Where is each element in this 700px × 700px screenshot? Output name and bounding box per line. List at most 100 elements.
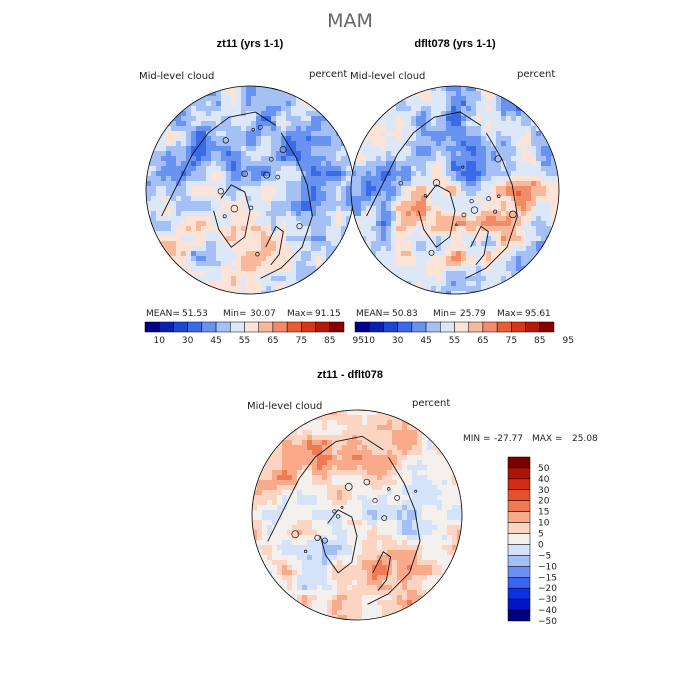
- map-cell: [456, 201, 462, 207]
- map-cell: [437, 545, 443, 551]
- map-cell: [236, 146, 242, 152]
- map-cell: [471, 246, 477, 252]
- map-cell: [206, 141, 212, 147]
- map-cell: [341, 216, 347, 222]
- map-cell: [466, 246, 472, 252]
- map-cell: [376, 181, 382, 187]
- map-cell: [401, 216, 407, 222]
- map-cell: [317, 565, 323, 571]
- map-cell: [361, 141, 367, 147]
- map-cell: [342, 560, 348, 566]
- map-cell: [387, 495, 393, 501]
- map-cell: [446, 191, 452, 197]
- map-cell: [241, 186, 247, 192]
- map-cell: [476, 226, 482, 232]
- map-cell: [266, 256, 272, 262]
- map-cell: [491, 126, 497, 132]
- map-cell: [476, 216, 482, 222]
- map-cell: [366, 241, 372, 247]
- map-cell: [261, 291, 267, 294]
- map-cell: [306, 116, 312, 122]
- map-cell: [546, 181, 552, 187]
- map-cell: [446, 236, 452, 242]
- map-cell: [412, 605, 418, 611]
- map-cell: [337, 410, 343, 416]
- map-cell: [456, 126, 462, 132]
- map-cell: [446, 86, 452, 92]
- map-cell: [417, 580, 423, 586]
- map-cell: [451, 96, 457, 102]
- map-cell: [416, 256, 422, 262]
- map-cell: [297, 445, 303, 451]
- map-cell: [206, 266, 212, 272]
- map-cell: [367, 430, 373, 436]
- map-cell: [411, 211, 417, 217]
- map-cell: [241, 281, 247, 287]
- map-cell: [297, 485, 303, 491]
- map-cell: [382, 520, 388, 526]
- map-cell: [417, 550, 423, 556]
- map-cell: [291, 211, 297, 217]
- max-value: 91.15: [315, 309, 341, 319]
- map-cell: [347, 590, 353, 596]
- map-cell: [347, 530, 353, 536]
- map-cell: [327, 575, 333, 581]
- map-cell: [296, 141, 302, 147]
- map-cell: [236, 101, 242, 107]
- map-cell: [451, 246, 457, 252]
- map-cell: [307, 565, 313, 571]
- map-cell: [226, 151, 232, 157]
- map-cell: [362, 565, 368, 571]
- map-cell: [491, 131, 497, 137]
- map-cell: [352, 550, 358, 556]
- map-cell: [456, 196, 462, 202]
- map-cell: [382, 585, 388, 591]
- map-cell: [347, 495, 353, 501]
- map-cell: [256, 136, 262, 142]
- map-cell: [451, 146, 457, 152]
- map-cell: [402, 495, 408, 501]
- colorbar-swatch: [507, 500, 531, 512]
- map-cell: [277, 520, 283, 526]
- map-cell: [181, 126, 187, 132]
- map-cell: [412, 455, 418, 461]
- map-cell: [361, 196, 367, 202]
- map-cell: [196, 241, 202, 247]
- map-cell: [447, 525, 453, 531]
- map-cell: [216, 166, 222, 172]
- map-cell: [246, 131, 252, 137]
- map-cell: [241, 91, 247, 97]
- map-cell: [362, 540, 368, 546]
- map-cell: [337, 570, 343, 576]
- map-cell: [272, 565, 278, 571]
- map-cell: [312, 445, 318, 451]
- map-cell: [401, 261, 407, 267]
- map-cell: [231, 176, 237, 182]
- map-cell: [347, 560, 353, 566]
- map-cell: [452, 465, 458, 471]
- map-cell: [191, 131, 197, 137]
- map-cell: [347, 555, 353, 561]
- map-cell: [206, 151, 212, 157]
- map-cell: [156, 131, 162, 137]
- map-cell: [317, 580, 323, 586]
- map-cell: [281, 206, 287, 212]
- map-cell: [362, 605, 368, 611]
- map-cell: [292, 580, 298, 586]
- map-cell: [407, 580, 413, 586]
- map-cell: [246, 271, 252, 277]
- map-cell: [402, 535, 408, 541]
- map-cell: [461, 216, 467, 222]
- map-cell: [311, 276, 317, 282]
- map-cell: [316, 271, 322, 277]
- map-cell: [396, 256, 402, 262]
- map-cell: [362, 495, 368, 501]
- map-cell: [201, 166, 207, 172]
- map-cell: [491, 206, 497, 212]
- map-cell: [386, 231, 392, 237]
- map-cell: [501, 261, 507, 267]
- colorbar-swatch: [383, 321, 398, 333]
- map-cell: [431, 286, 437, 292]
- map-cell: [437, 515, 443, 521]
- map-cell: [422, 545, 428, 551]
